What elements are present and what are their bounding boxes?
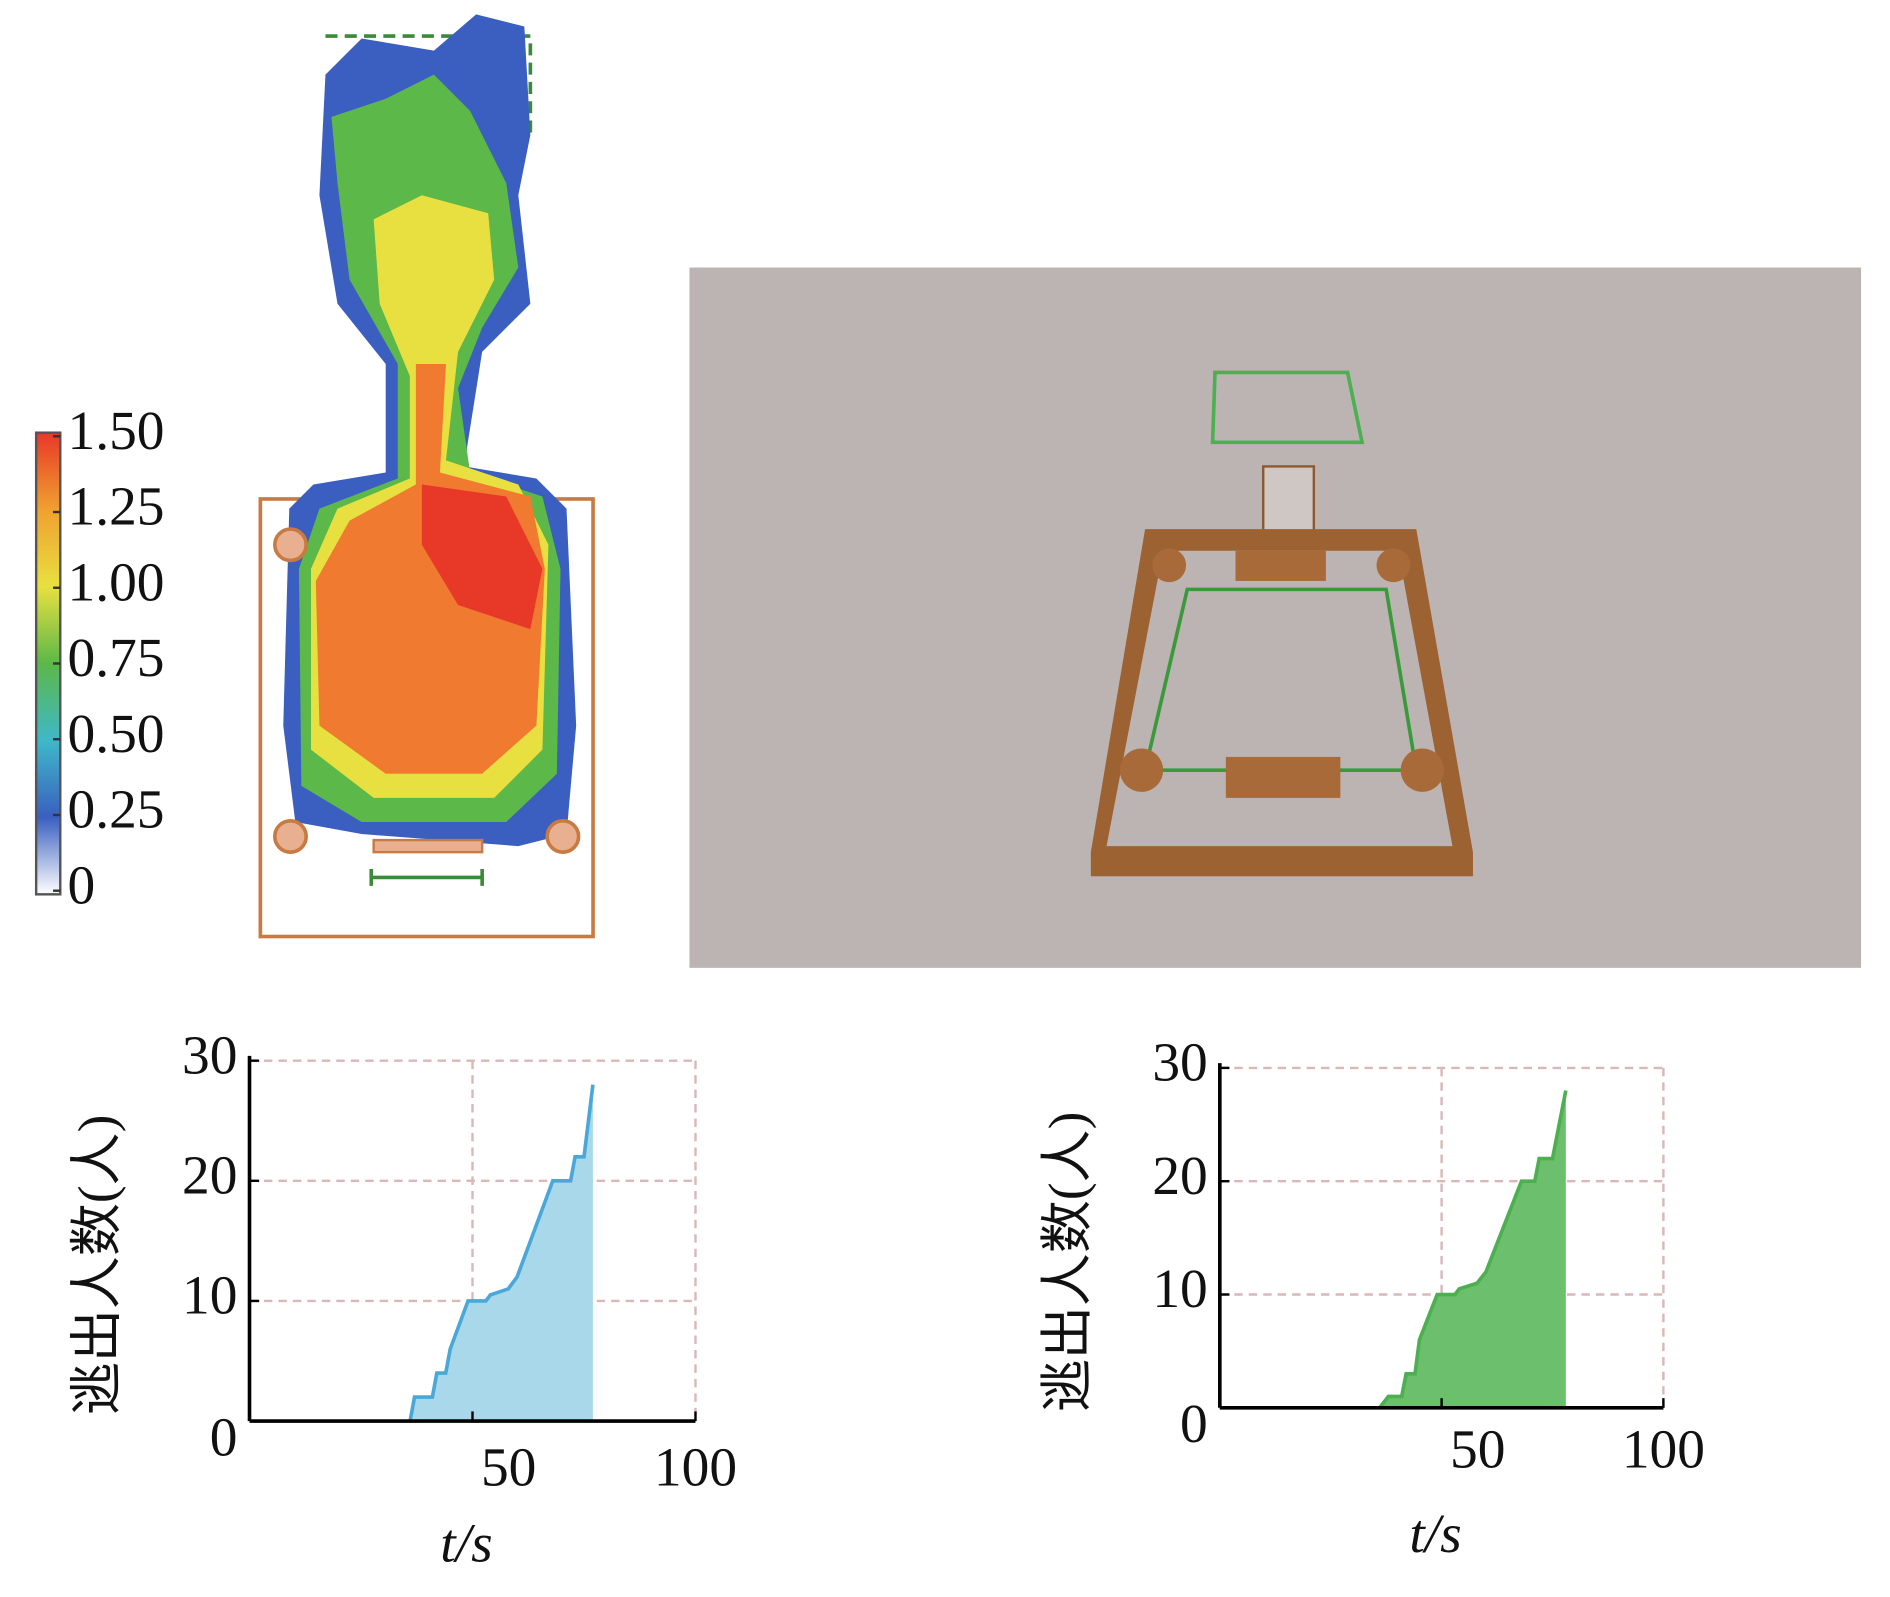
density-very-high — [315, 363, 545, 774]
pillar — [273, 818, 308, 854]
y-tick-label: 30 — [1152, 1032, 1207, 1093]
x-tick-label: 100 — [654, 1437, 737, 1498]
pillar — [1152, 548, 1187, 583]
corridor — [1262, 465, 1316, 540]
y-tick-label: 10 — [1152, 1258, 1207, 1319]
pillar — [545, 818, 581, 854]
area-line — [1378, 1090, 1568, 1409]
exit-zone — [1210, 370, 1365, 445]
colorbar-tick-label: 1.25 — [67, 476, 164, 537]
y-tick-label: 20 — [1152, 1145, 1207, 1206]
y-tick-label: 10 — [182, 1265, 237, 1326]
exit-zone — [325, 34, 533, 135]
render-3d — [689, 267, 1862, 968]
pillar — [273, 527, 308, 563]
x-tick-label: 50 — [481, 1437, 536, 1498]
colorbar-tick-label: 0.25 — [67, 779, 164, 840]
colorbar-tick-label: 0.50 — [67, 703, 164, 764]
x-tick-label: 50 — [1450, 1419, 1505, 1480]
colorbar-tick-label: 0.75 — [67, 627, 164, 688]
pillar — [1376, 548, 1411, 583]
pillar — [1400, 748, 1445, 792]
obstacle — [1225, 756, 1341, 798]
y-tick-label: 30 — [182, 1024, 237, 1085]
x-tick-label: 100 — [1622, 1419, 1705, 1480]
y-tick-label: 0 — [1180, 1393, 1208, 1454]
exit-line — [369, 869, 484, 886]
x-axis-label: t/s — [440, 1513, 492, 1574]
colorbar-tick-label: 1.50 — [67, 400, 164, 461]
colorbar-tick-label: 1.00 — [67, 551, 164, 612]
obstacle — [372, 838, 484, 854]
heatmap — [34, 14, 595, 939]
y-tick-label: 20 — [182, 1145, 237, 1206]
colorbar-tick-label: 0 — [67, 854, 95, 915]
y-axis-label: 逃出人数(人) — [1039, 1112, 1097, 1412]
obstacle — [1235, 550, 1326, 581]
density-peak — [421, 484, 543, 630]
area-fill — [410, 1084, 593, 1422]
x-axis-label: t/s — [1409, 1503, 1461, 1564]
area-line — [408, 1084, 595, 1422]
pillar — [1119, 748, 1164, 792]
area-fill — [1379, 1090, 1566, 1408]
y-tick-label: 0 — [210, 1406, 238, 1467]
y-axis-label: 逃出人数(人) — [69, 1115, 127, 1415]
